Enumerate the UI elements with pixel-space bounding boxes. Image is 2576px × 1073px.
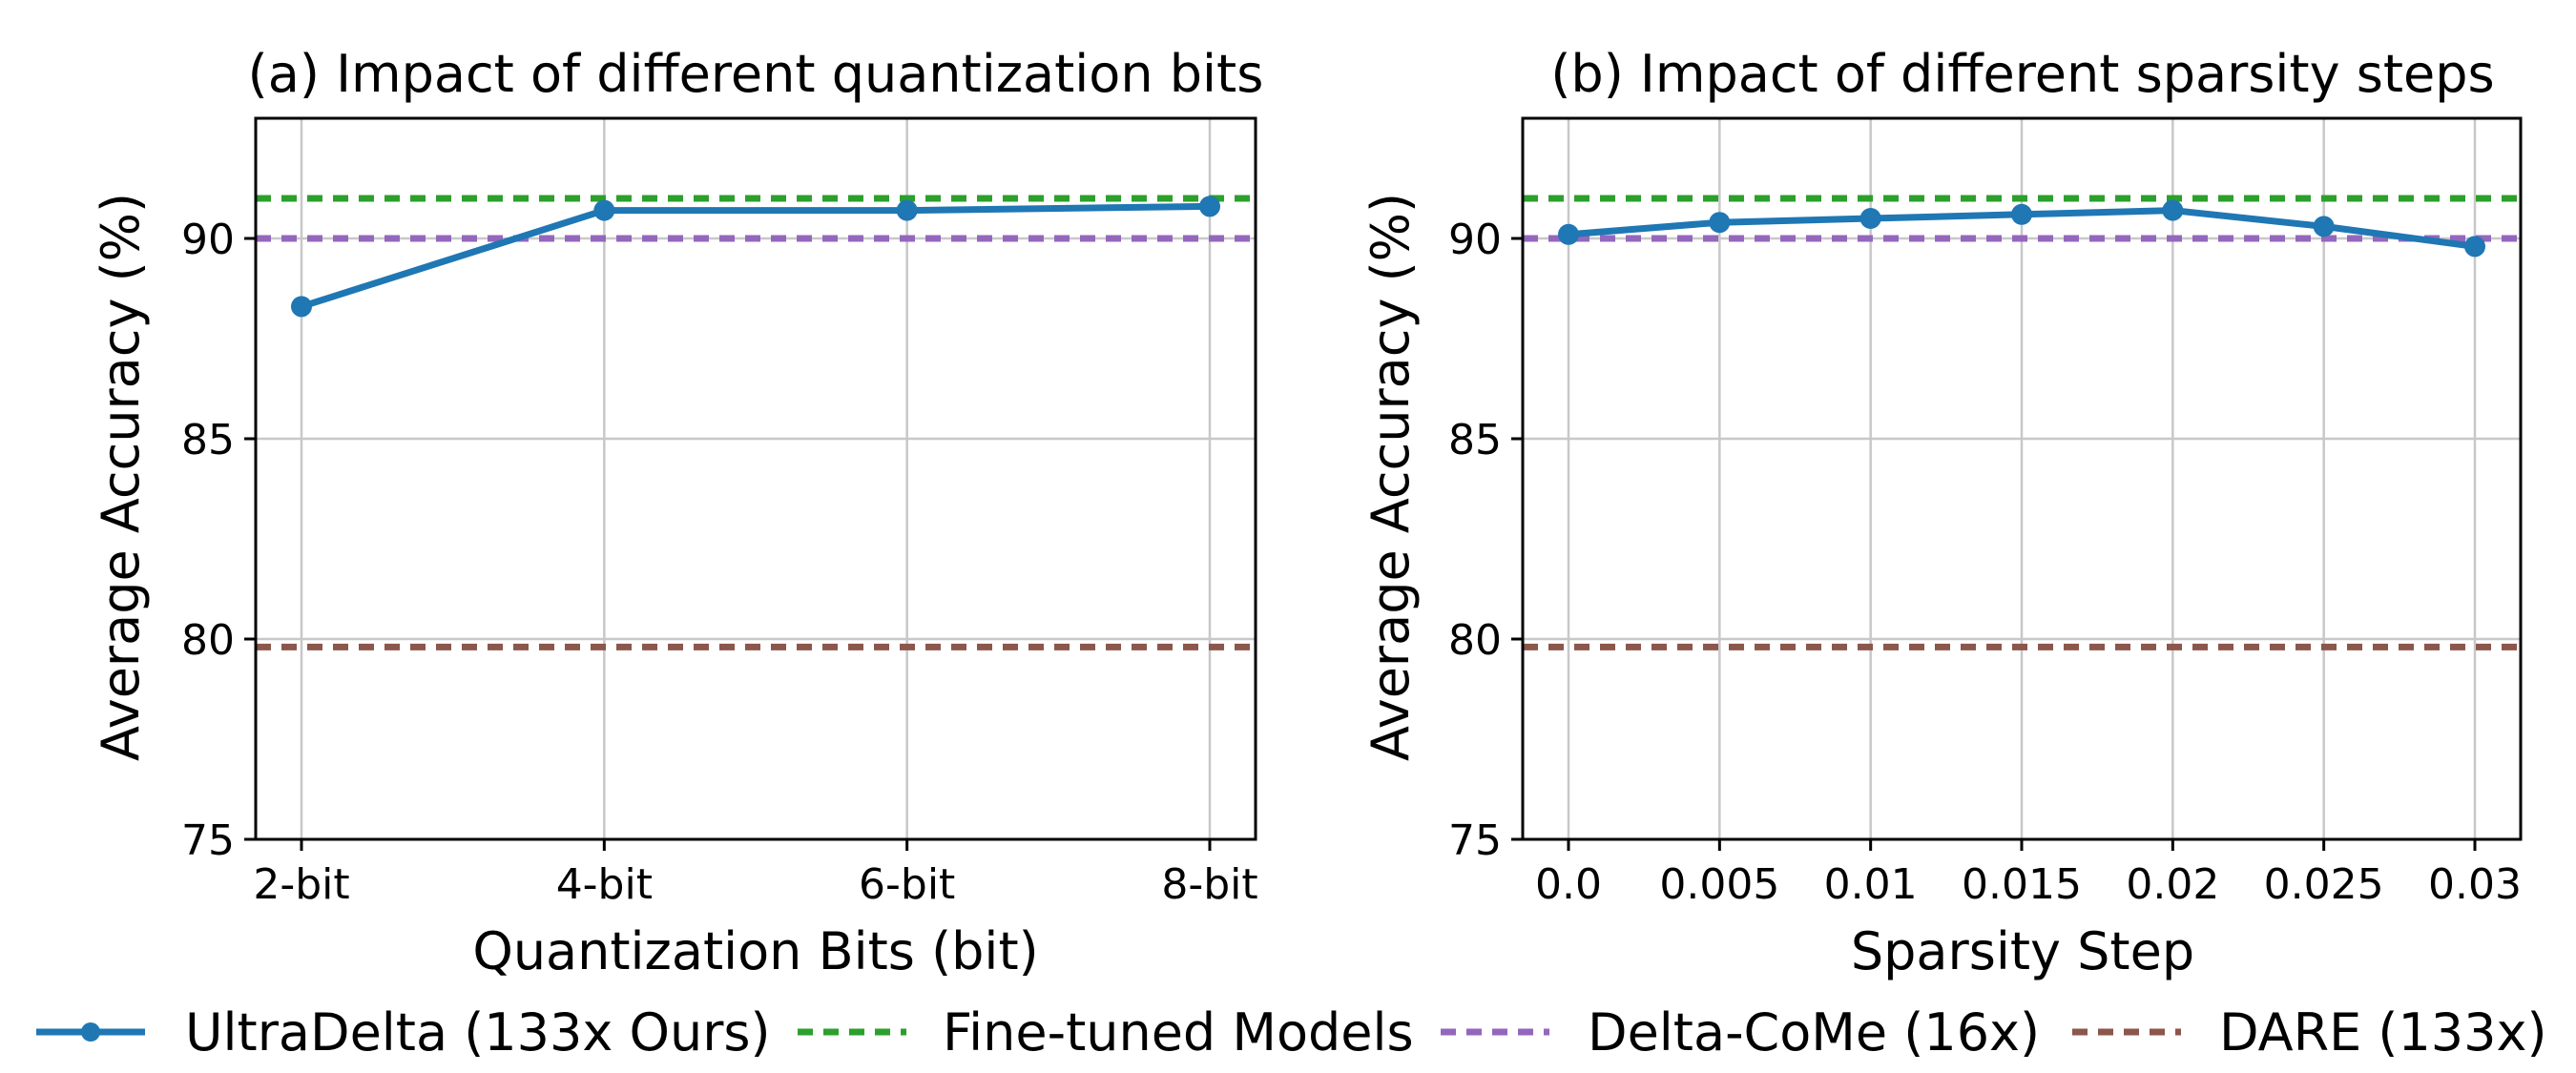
data-point bbox=[896, 199, 918, 221]
data-point bbox=[1859, 208, 1881, 229]
y-tick-label: 75 bbox=[181, 816, 235, 865]
x-tick-label: 8-bit bbox=[1161, 860, 1257, 909]
y-tick-label: 85 bbox=[1448, 416, 1502, 464]
y-tick-label: 75 bbox=[1448, 816, 1502, 865]
x-tick-label: 0.01 bbox=[1824, 860, 1918, 909]
x-tick-label: 2-bit bbox=[253, 860, 349, 909]
x-axis-label: Sparsity Step bbox=[1851, 921, 2194, 981]
y-axis-label: Average Accuracy (%) bbox=[91, 193, 151, 761]
legend-label: UltraDelta (133x Ours) bbox=[185, 1002, 771, 1063]
plot-frame bbox=[254, 116, 1257, 841]
legend-swatch-marker bbox=[81, 1022, 100, 1042]
chart-title: (a) Impact of different quantization bit… bbox=[248, 44, 1264, 104]
chart-title: (b) Impact of different sparsity steps bbox=[1550, 44, 2494, 104]
data-point bbox=[291, 296, 312, 318]
legend-item-dare: DARE (133x) bbox=[2072, 1002, 2547, 1063]
legend-item-finetuned: Fine-tuned Models bbox=[798, 1002, 1414, 1063]
y-tick-label: 85 bbox=[181, 416, 235, 464]
data-point bbox=[1558, 223, 1579, 245]
x-tick-label: 0.0 bbox=[1535, 860, 1602, 909]
data-point bbox=[2011, 203, 2032, 225]
data-point bbox=[593, 199, 615, 221]
y-axis-label: Average Accuracy (%) bbox=[1361, 193, 1421, 761]
data-point bbox=[1709, 212, 1731, 234]
legend-label: Delta-CoMe (16x) bbox=[1588, 1002, 2040, 1063]
data-point bbox=[2464, 236, 2485, 258]
legend: UltraDelta (133x Ours) Fine-tuned Models… bbox=[36, 1002, 2547, 1063]
x-tick-label: 6-bit bbox=[859, 860, 955, 909]
x-tick-label: 0.025 bbox=[2264, 860, 2384, 909]
x-tick-label: 0.005 bbox=[1659, 860, 1779, 909]
x-tick-label: 0.02 bbox=[2126, 860, 2219, 909]
x-axis-label: Quantization Bits (bit) bbox=[472, 921, 1038, 981]
x-tick-label: 0.015 bbox=[1962, 860, 2082, 909]
x-tick-label: 0.03 bbox=[2428, 860, 2522, 909]
legend-item-deltacome: Delta-CoMe (16x) bbox=[1441, 1002, 2040, 1063]
chart-sparsity-steps: (b) Impact of different sparsity steps 0… bbox=[1361, 44, 2523, 981]
legend-label: DARE (133x) bbox=[2219, 1002, 2547, 1063]
data-point bbox=[2162, 199, 2184, 221]
data-point bbox=[1199, 196, 1220, 217]
data-point bbox=[2313, 216, 2335, 237]
series-line-ultradelta bbox=[298, 202, 1214, 310]
legend-item-ultradelta: UltraDelta (133x Ours) bbox=[36, 1002, 771, 1063]
x-tick-label: 4-bit bbox=[556, 860, 653, 909]
y-tick-label: 80 bbox=[1448, 616, 1502, 665]
y-tick-label: 90 bbox=[1448, 216, 1502, 264]
legend-label: Fine-tuned Models bbox=[943, 1002, 1414, 1063]
y-tick-label: 80 bbox=[181, 616, 235, 665]
chart-quantization-bits: (a) Impact of different quantization bit… bbox=[91, 44, 1263, 981]
y-tick-label: 90 bbox=[181, 216, 235, 264]
